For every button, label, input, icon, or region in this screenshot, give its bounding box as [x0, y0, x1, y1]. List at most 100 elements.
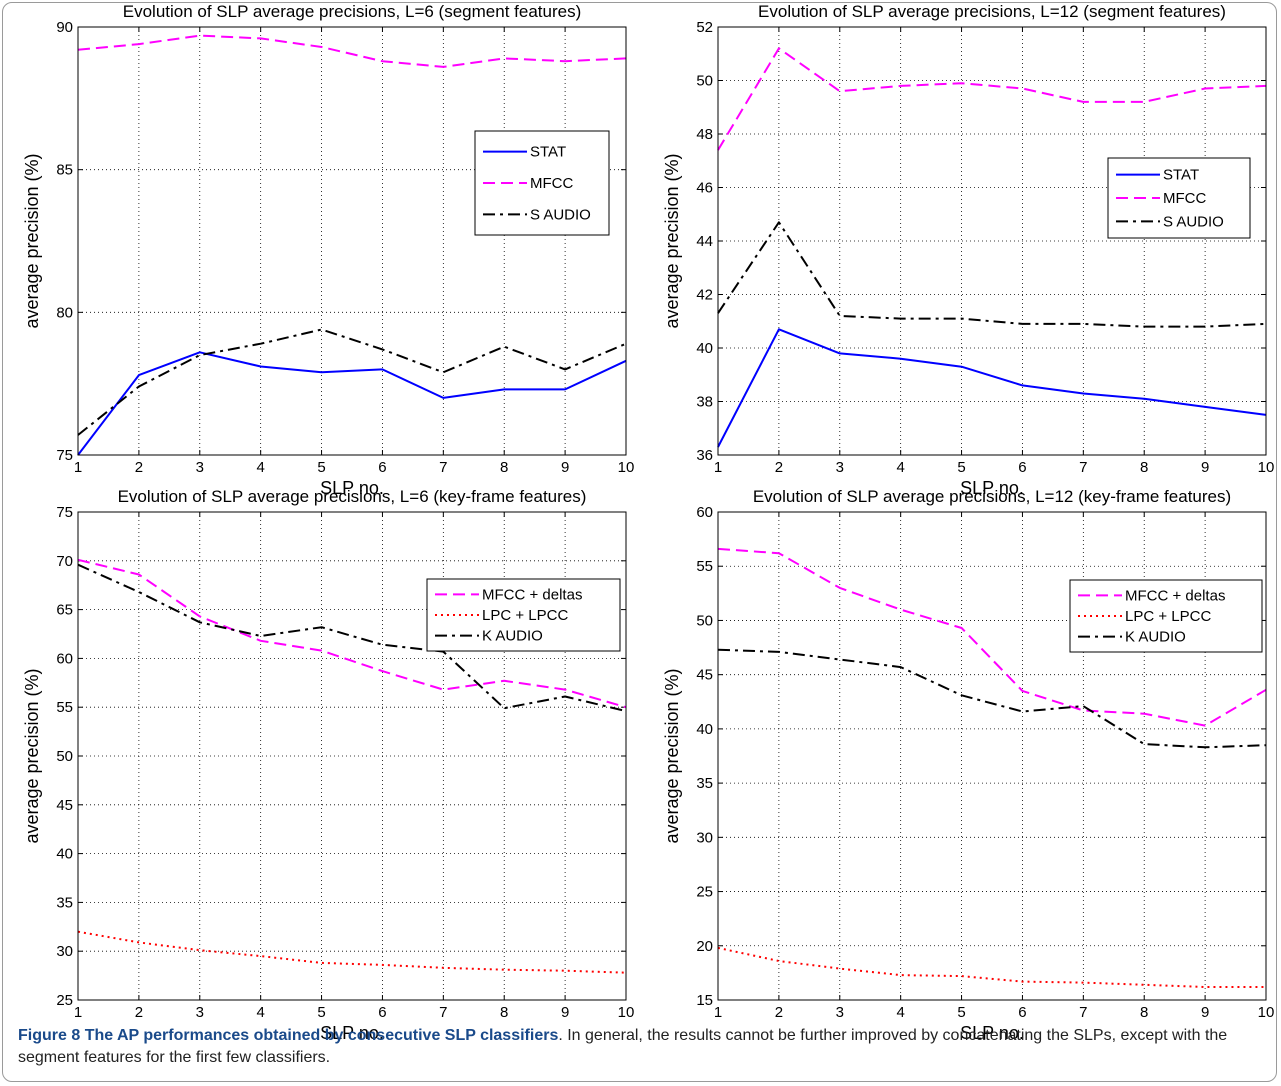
y-tick-label: 25: [696, 884, 713, 901]
x-tick-label: 6: [378, 459, 386, 476]
x-tick-label: 3: [836, 459, 844, 476]
caption-title: The AP performances obtained by consecut…: [84, 1027, 559, 1044]
x-tick-label: 4: [896, 459, 904, 476]
chart-title: Evolution of SLP average precisions, L=6…: [123, 2, 581, 21]
legend-box: [474, 130, 610, 236]
plot-area: [78, 27, 626, 455]
series-line-2: [717, 946, 1266, 988]
legend-entry-2: LPC + LPCC: [482, 607, 568, 624]
legend-entry-1: MFCC + deltas: [1125, 587, 1225, 604]
y-tick-label: 25: [56, 992, 73, 1009]
x-tick-label: 2: [135, 1004, 143, 1021]
x-tick-label: 1: [714, 459, 722, 476]
x-tick-label: 5: [317, 459, 325, 476]
legend-entry-1: STAT: [530, 144, 566, 161]
caption-label: Figure 8: [18, 1027, 81, 1044]
x-tick-label: 1: [74, 459, 82, 476]
x-axis-label: SLP no.: [960, 478, 1024, 498]
y-tick-label: 48: [696, 126, 713, 143]
chart-title: Evolution of SLP average precisions, L=1…: [753, 487, 1231, 506]
legend-entry-1: STAT: [1163, 167, 1199, 184]
legend-entry-2: LPC + LPCC: [1125, 608, 1211, 625]
x-tick-label: 10: [618, 1004, 635, 1021]
legend-entry-2: MFCC: [1163, 190, 1206, 207]
legend: MFCC + deltas LPC + LPCC K AUDIO: [1069, 579, 1263, 653]
x-tick-label: 6: [378, 1004, 386, 1021]
plot-frame: [77, 511, 627, 1001]
y-tick-label: 30: [696, 829, 713, 846]
y-tick-label: 65: [56, 602, 73, 619]
x-tick-label: 7: [1079, 1004, 1087, 1021]
x-tick-label: 7: [439, 1004, 447, 1021]
legend-entry-3: K AUDIO: [1125, 629, 1186, 646]
y-tick-label: 50: [696, 612, 713, 629]
x-axis-label: SLP no.: [320, 1023, 384, 1043]
y-tick-label: 90: [56, 19, 73, 36]
y-tick-label: 50: [696, 73, 713, 90]
y-tick-label: 15: [696, 992, 713, 1009]
x-tick-label: 7: [439, 459, 447, 476]
y-tick-label: 36: [696, 447, 713, 464]
series-line-1: [717, 328, 1267, 448]
x-tick-label: 2: [135, 459, 143, 476]
series-line-1: [717, 547, 1267, 727]
y-tick-label: 30: [56, 943, 73, 960]
plot-frame: [717, 511, 1267, 1001]
y-axis-label: average precision (%): [662, 668, 682, 843]
series-line-3: [717, 648, 1267, 749]
y-tick-label: 45: [56, 797, 73, 814]
x-axis-label: SLP no.: [320, 478, 384, 498]
x-tick-label: 3: [196, 1004, 204, 1021]
legend-entry-3: S AUDIO: [1163, 213, 1224, 230]
series-line-3: [77, 328, 627, 436]
y-axis-label: average precision (%): [22, 153, 42, 328]
y-axis-label: average precision (%): [22, 668, 42, 843]
y-tick-label: 70: [56, 553, 73, 570]
y-tick-label: 35: [696, 775, 713, 792]
y-tick-label: 50: [56, 748, 73, 765]
chart-1: 1 2 3 4 5 6 7 8 9 10 75 80 85 90 Evolution of SLP aver…: [22, 2, 634, 498]
chart-4: 1 2 3 4 5 6 7 8 9 1015202530354045505560Evolution…: [662, 487, 1274, 1043]
legend-entry-1: MFCC + deltas: [482, 586, 582, 603]
y-tick-label: 46: [696, 180, 713, 197]
x-tick-label: 8: [1140, 459, 1148, 476]
y-tick-label: 75: [56, 504, 73, 521]
series-line-2: [77, 34, 627, 68]
chart-title: Evolution of SLP average precisions, L=1…: [758, 2, 1226, 21]
plot-frame: [77, 26, 627, 456]
x-tick-label: 2: [775, 459, 783, 476]
y-tick-label: 40: [56, 846, 73, 863]
legend-box: [1107, 157, 1251, 239]
x-tick-label: 9: [561, 1004, 569, 1021]
y-tick-label: 52: [696, 19, 713, 36]
legend-entry-3: S AUDIO: [530, 206, 591, 223]
y-tick-label: 44: [696, 233, 713, 250]
x-tick-label: 10: [1258, 1004, 1275, 1021]
y-tick-label: 60: [56, 650, 73, 667]
y-tick-label: 80: [56, 304, 73, 321]
x-tick-label: 3: [196, 459, 204, 476]
legend-entry-3: K AUDIO: [482, 628, 543, 645]
x-tick-label: 1: [714, 1004, 722, 1021]
x-tick-label: 6: [1018, 459, 1026, 476]
plot-frame: [717, 26, 1267, 456]
x-tick-label: 5: [957, 459, 965, 476]
x-tick-label: 1: [74, 1004, 82, 1021]
plot-area: [718, 27, 1266, 455]
x-tick-label: 5: [317, 1004, 325, 1021]
y-tick-label: 35: [56, 894, 73, 911]
x-tick-label: 10: [618, 459, 635, 476]
y-tick-label: 75: [56, 447, 73, 464]
y-tick-label: 55: [56, 699, 73, 716]
y-tick-label: 42: [696, 287, 713, 304]
legend: STAT MFCC S AUDIO: [474, 130, 610, 236]
x-tick-label: 7: [1079, 459, 1087, 476]
series-line-1: [77, 351, 627, 456]
series-line-2: [717, 47, 1267, 151]
x-tick-label: 9: [1201, 459, 1209, 476]
chart-3: 1 2 3 4 5 6 7 8 9 102530354045505560657075Evoluti…: [22, 487, 634, 1043]
legend: MFCC + deltas LPC + LPCC K AUDIO: [426, 578, 621, 652]
x-tick-label: 10: [1258, 459, 1275, 476]
x-tick-label: 4: [896, 1004, 904, 1021]
